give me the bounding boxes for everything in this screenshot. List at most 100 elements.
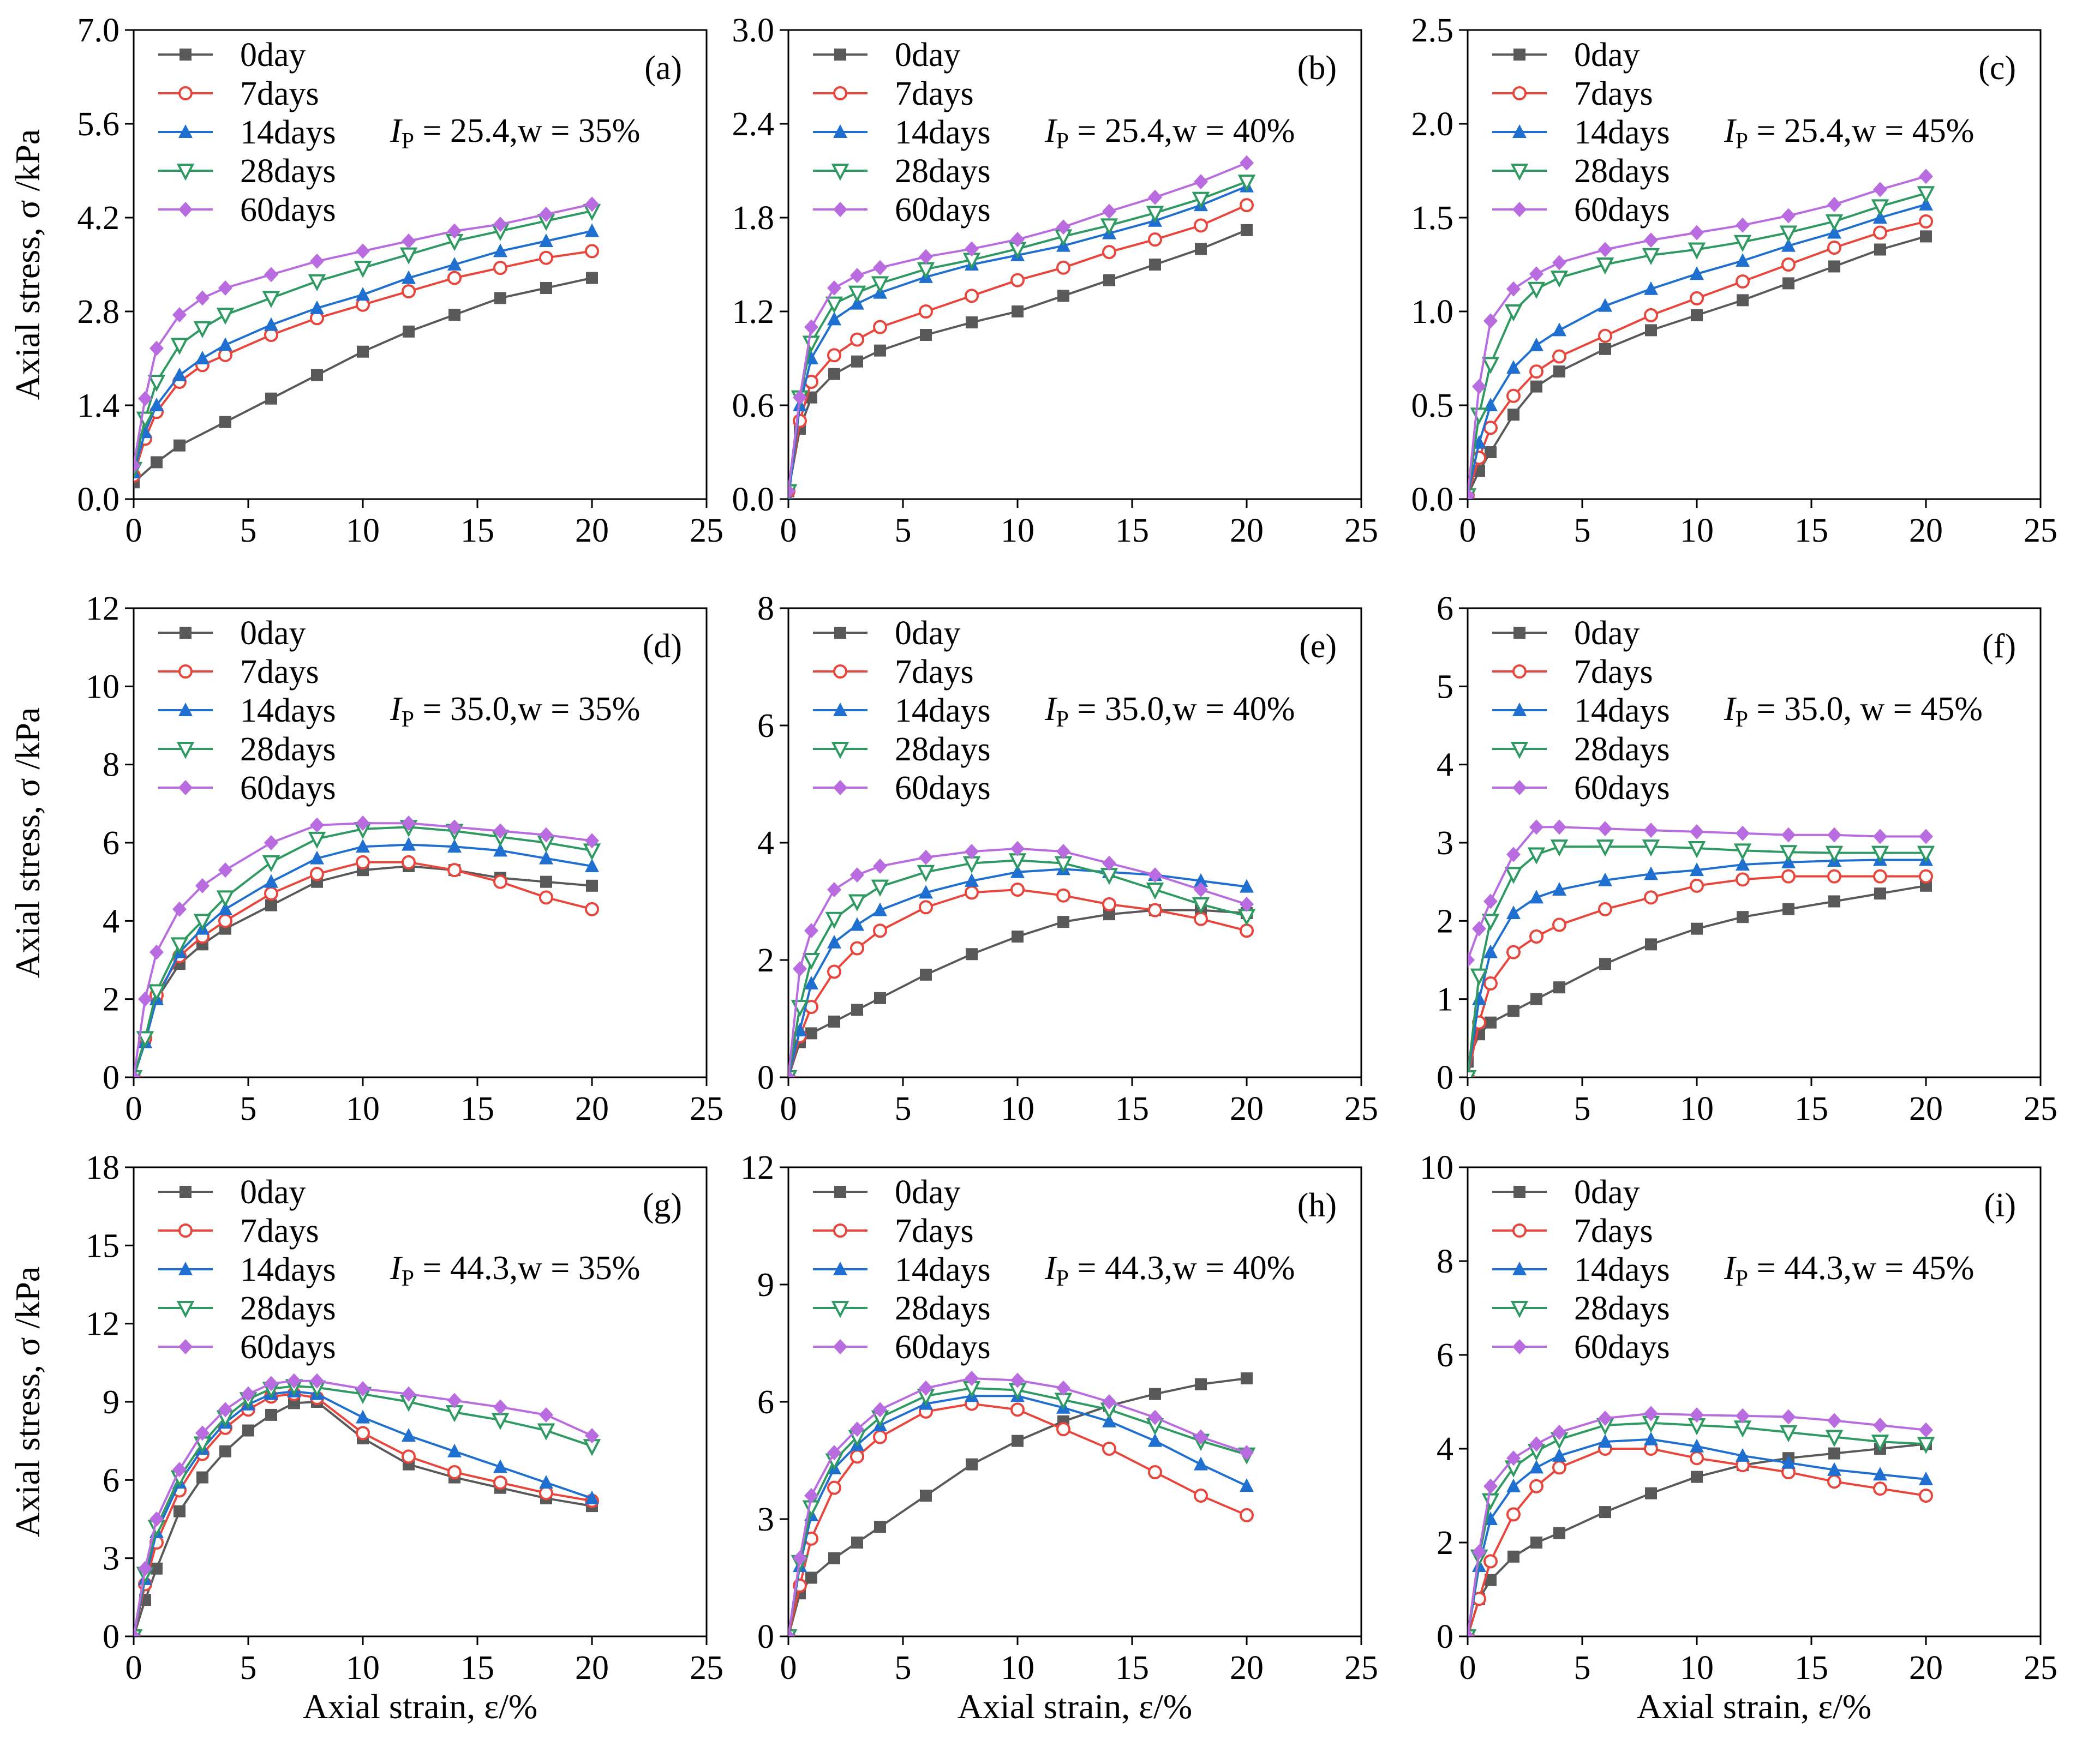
data-point-0day <box>1691 922 1703 935</box>
ip-value: = 35.0,w = 35% <box>414 691 640 728</box>
data-point-60days <box>172 1462 187 1478</box>
data-point-60days <box>919 249 933 265</box>
data-point-28days <box>1871 199 1889 217</box>
legend-label: 28days <box>1574 153 1670 190</box>
y-tick-label: 0 <box>1437 1059 1453 1096</box>
x-tick-label: 10 <box>1680 1090 1714 1127</box>
data-point-7days <box>1873 869 1887 884</box>
x-tick-label: 20 <box>575 1090 609 1127</box>
y-tick-label: 8 <box>757 590 774 627</box>
data-point-28days <box>1779 225 1798 243</box>
y-tick-label: 2.0 <box>1411 106 1454 143</box>
plot-frame <box>787 29 1362 500</box>
x-tick-label: 25 <box>690 512 723 549</box>
data-point-7days <box>1552 917 1566 932</box>
data-point-14days <box>218 337 232 351</box>
data-point-60days <box>1827 827 1841 843</box>
y-axis-title: Axial stress, σ /kPa <box>8 129 47 400</box>
series-line-60days <box>134 822 593 1077</box>
x-tick-label: 5 <box>240 512 257 549</box>
data-point-7days <box>493 874 507 889</box>
data-point-60days <box>1644 232 1658 248</box>
data-point-28days <box>802 953 821 970</box>
data-point-60days <box>965 1371 979 1386</box>
legend-marker <box>831 742 849 759</box>
x-tick-label: 0 <box>1459 1649 1476 1687</box>
plot-frame <box>133 29 708 500</box>
data-point-28days <box>1470 968 1488 986</box>
data-point-0day <box>311 369 323 381</box>
data-point-28days <box>537 1423 555 1441</box>
data-point-60days <box>873 260 887 275</box>
data-point-7days <box>1529 1479 1543 1493</box>
data-point-7days <box>1056 1422 1070 1437</box>
data-point-14days <box>1240 1478 1254 1492</box>
data-point-28days <box>1917 186 1935 203</box>
x-tick-label: 25 <box>690 1090 723 1127</box>
data-point-60days <box>1240 155 1254 171</box>
series-line-7days <box>134 861 593 1077</box>
data-point-60days <box>793 1550 807 1566</box>
y-tick-label: 6 <box>103 1462 119 1499</box>
legend-label: 60days <box>240 770 336 807</box>
data-point-0day <box>586 879 598 892</box>
data-point-0day <box>1599 1506 1611 1519</box>
y-tick-label: 3 <box>103 1540 119 1577</box>
data-point-60days <box>1644 1406 1658 1421</box>
data-point-60days <box>1690 1407 1704 1423</box>
data-point-60days <box>447 1393 462 1408</box>
y-tick-label: 2 <box>757 942 774 979</box>
series-line-0day <box>1468 235 1927 496</box>
data-point-7days <box>1102 245 1116 260</box>
data-point-60days <box>310 817 324 833</box>
data-point-60days <box>1736 217 1750 233</box>
data-point-14days <box>493 1459 507 1473</box>
legend-label: 60days <box>1574 1329 1670 1366</box>
legend-label: 0day <box>1574 615 1640 652</box>
data-point-28days <box>1468 1070 1477 1077</box>
data-point-7days <box>1736 872 1750 887</box>
data-point-14days <box>402 270 416 284</box>
data-point-0day <box>1195 243 1207 255</box>
x-axis-title: Axial strain, ε/% <box>958 1687 1192 1726</box>
legend-marker <box>1512 1223 1527 1238</box>
data-point-60days <box>1781 208 1796 224</box>
data-point-60days <box>149 340 164 356</box>
legend-marker <box>178 703 193 716</box>
data-point-28days <box>193 914 212 931</box>
data-point-7days <box>585 902 599 916</box>
data-point-7days <box>1827 869 1841 884</box>
y-tick-label: 2.8 <box>77 293 120 331</box>
legend-label: 0day <box>240 1174 306 1211</box>
series-line-0day <box>788 1377 1247 1636</box>
data-point-14days <box>1194 873 1208 887</box>
x-tick-label: 20 <box>1909 1090 1943 1127</box>
data-point-0day <box>151 456 163 469</box>
data-point-28days <box>1146 206 1164 223</box>
series-line-14days <box>788 868 1247 1077</box>
legend-marker <box>180 627 192 639</box>
data-point-0day <box>265 392 277 405</box>
legend-marker <box>1513 627 1525 639</box>
plot-frame <box>133 1166 708 1637</box>
data-point-60days <box>539 827 553 843</box>
y-tick-label: 3 <box>1437 825 1453 862</box>
legend-label: 0day <box>895 1174 961 1211</box>
ip-symbol: I <box>390 112 403 149</box>
data-point-0day <box>828 368 840 380</box>
ip-label: IP = 35.0,w = 40% <box>1044 691 1295 732</box>
data-point-60days <box>356 1381 370 1397</box>
data-point-7days <box>965 885 979 900</box>
data-point-60days <box>138 991 152 1007</box>
data-point-7days <box>402 284 416 299</box>
data-point-60days <box>1873 182 1887 197</box>
data-point-28days <box>1527 281 1546 299</box>
legend-label: 0day <box>1574 1174 1640 1211</box>
legend-marker <box>834 49 846 61</box>
data-point-7days <box>919 900 933 915</box>
data-point-14days <box>1194 1456 1208 1471</box>
data-point-7days <box>1529 929 1543 944</box>
y-tick-label: 18 <box>86 1149 119 1186</box>
chart-panel-e: 0 5 10 15 20 25 0 2 4 6 8 0day7days14days28days60da… <box>757 590 1378 1127</box>
data-point-7days <box>1552 1460 1566 1475</box>
